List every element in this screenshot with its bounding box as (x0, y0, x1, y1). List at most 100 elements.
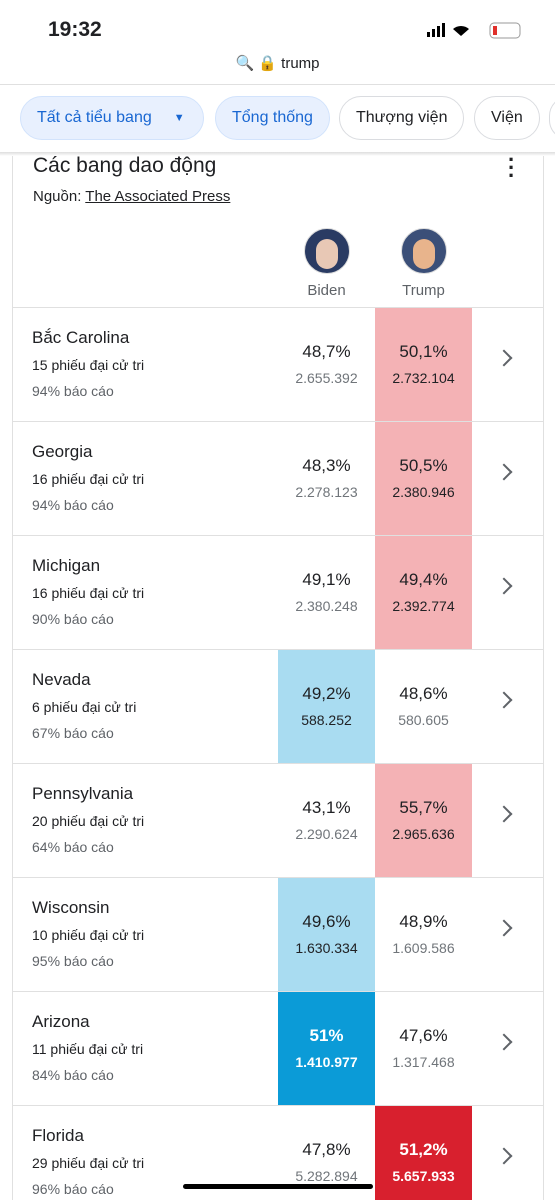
state-row[interactable]: Michigan 16 phiếu đại cử tri 90% báo cáo 49… (12, 535, 543, 650)
reported: 96% báo cáo (32, 1181, 114, 1197)
state-name: Bắc Carolina (32, 328, 130, 347)
percent: 49,2% (302, 684, 351, 703)
chevron (495, 349, 513, 367)
state-row[interactable]: Georgia 16 phiếu đại cử tri 94% báo cáo 48,… (12, 421, 543, 536)
percent: 50,5% (399, 456, 448, 475)
biden-cell: 48,3% 2.278.123 (278, 422, 375, 536)
reported: 95% báo cáo (32, 953, 114, 969)
state-name: Arizona (32, 1012, 90, 1031)
biden-cell: 51% 1.410.977 (278, 992, 375, 1106)
percent: 47,8% (302, 1140, 351, 1159)
chevron (495, 463, 513, 481)
biden-cell: 48,7% 2.655.392 (278, 308, 375, 422)
percent: 48,6% (399, 684, 448, 703)
source: Nguồn: The Associated Press (33, 188, 230, 205)
state-name: Pennsylvania (32, 784, 134, 803)
votes: 2.290.624 (295, 826, 358, 842)
trump-cell: 50,5% 2.380.946 (375, 422, 472, 536)
biden-cell: 49,2% 588.252 (278, 650, 375, 764)
reported: 84% báo cáo (32, 1067, 114, 1083)
status-icons (427, 22, 521, 39)
votes: 1.630.334 (295, 940, 358, 956)
votes: 2.278.123 (295, 484, 358, 500)
tab[interactable]: Thượng viện (339, 96, 465, 140)
percent: 48,3% (302, 456, 351, 475)
state-name: Nevada (32, 670, 91, 689)
electors: 29 phiếu đại cử tri (32, 1155, 145, 1171)
url-bar[interactable]: 🔍 🔒 trump (235, 55, 320, 72)
percent: 51,2% (399, 1140, 448, 1159)
state-row[interactable]: Arizona 11 phiếu đại cử tri 84% báo cáo 51%… (12, 991, 543, 1106)
chevron (495, 577, 513, 595)
biden-cell: 47,8% 5.282.894 (278, 1106, 375, 1200)
reported: 94% báo cáo (32, 497, 114, 513)
reported: 94% báo cáo (32, 383, 114, 399)
trump-cell: 51,2% 5.657.933 (375, 1106, 472, 1200)
card-border (543, 156, 544, 1200)
url: trump (281, 55, 320, 72)
electors: 16 phiếu đại cử tri (32, 585, 145, 601)
votes: 2.392.774 (392, 598, 455, 614)
reported: 67% báo cáo (32, 725, 114, 741)
state-row[interactable]: Nevada 6 phiếu đại cử tri 67% báo cáo 49,2%… (12, 649, 543, 764)
tab[interactable]: Tất cả tiểu bang ▼ (20, 96, 204, 140)
percent: 50,1% (399, 342, 448, 361)
percent: 47,6% (399, 1026, 448, 1045)
votes: 580.605 (398, 712, 449, 728)
column-header: Trump (402, 282, 445, 299)
trump-avatar (401, 228, 447, 274)
state-name: Michigan (32, 556, 101, 575)
biden-avatar (304, 228, 350, 274)
percent: 43,1% (302, 798, 351, 817)
votes: 2.380.248 (295, 598, 358, 614)
tab[interactable]: Viện (474, 96, 540, 140)
menu[interactable]: · · · (508, 147, 516, 188)
biden-cell: 43,1% 2.290.624 (278, 764, 375, 878)
card-border (12, 156, 13, 1200)
divider (0, 84, 555, 85)
source-link[interactable]: The Associated Press (85, 188, 231, 205)
votes: 2.732.104 (392, 370, 455, 386)
state-row[interactable]: Florida 29 phiếu đại cử tri 96% báo cáo 47,… (12, 1105, 543, 1200)
votes: 1.410.977 (295, 1054, 358, 1070)
trump-cell: 50,1% 2.732.104 (375, 308, 472, 422)
source-label: Nguồn: (33, 188, 82, 205)
votes: 2.380.946 (392, 484, 455, 500)
state-row[interactable]: Bắc Carolina 15 phiếu đại cử tri 94% báo c… (12, 307, 543, 422)
electors: 6 phiếu đại cử tri (32, 699, 137, 715)
state-name: Florida (32, 1126, 84, 1145)
electors: 16 phiếu đại cử tri (32, 471, 145, 487)
electors: 10 phiếu đại cử tri (32, 927, 145, 943)
reported: 90% báo cáo (32, 611, 114, 627)
shadow (0, 152, 555, 156)
percent: 48,7% (302, 342, 351, 361)
state-row[interactable]: Pennsylvania 20 phiếu đại cử tri 64% báo c… (12, 763, 543, 878)
card-title: Các bang dao động (33, 154, 217, 177)
percent: 48,9% (399, 912, 448, 931)
percent: 49,4% (399, 570, 448, 589)
votes: 588.252 (301, 712, 352, 728)
percent: 49,1% (302, 570, 351, 589)
trump-cell: 49,4% 2.392.774 (375, 536, 472, 650)
reported: 64% báo cáo (32, 839, 114, 855)
votes: 2.965.636 (392, 826, 455, 842)
trump-cell: 47,6% 1.317.468 (375, 992, 472, 1106)
state-row[interactable]: Wisconsin 10 phiếu đại cử tri 95% báo cáo 4… (12, 877, 543, 992)
votes: 5.657.933 (392, 1168, 455, 1184)
biden-cell: 49,1% 2.380.248 (278, 536, 375, 650)
electors: 11 phiếu đại cử tri (32, 1041, 144, 1057)
percent: 55,7% (399, 798, 448, 817)
chevron (495, 691, 513, 709)
column-header: Biden (307, 282, 346, 299)
chevron (495, 919, 513, 937)
status-time: 19:32 (48, 18, 102, 41)
tab[interactable]: Tổng thống (215, 96, 330, 140)
biden-cell: 49,6% 1.630.334 (278, 878, 375, 992)
votes: 5.282.894 (295, 1168, 358, 1184)
chevron (495, 1147, 513, 1165)
votes: 2.655.392 (295, 370, 358, 386)
votes: 1.317.468 (392, 1054, 455, 1070)
tab[interactable] (549, 96, 555, 140)
trump-cell: 48,9% 1.609.586 (375, 878, 472, 992)
